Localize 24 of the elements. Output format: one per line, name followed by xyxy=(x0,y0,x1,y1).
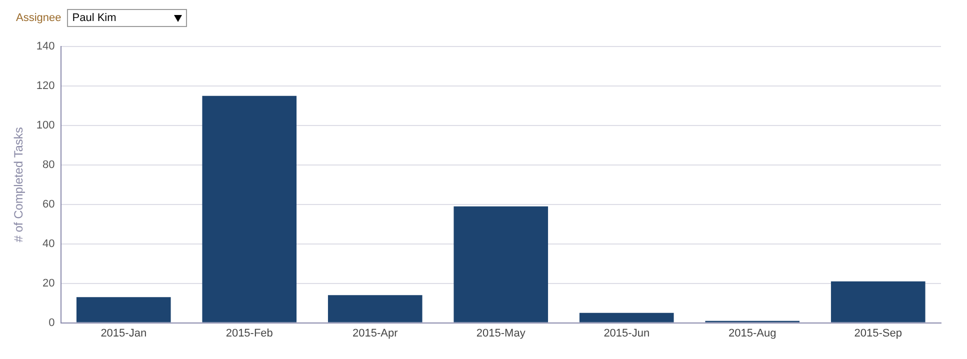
x-tick-label: 2015-Jun xyxy=(604,327,650,340)
y-tick-label: 0 xyxy=(48,316,55,329)
y-tick-label: 20 xyxy=(42,277,55,290)
y-tick-label: 140 xyxy=(36,40,55,53)
y-tick-label: 120 xyxy=(36,80,55,92)
x-tick-label: 2015-Feb xyxy=(226,327,273,340)
bar xyxy=(328,295,422,322)
bar xyxy=(579,312,674,322)
x-tick-label: 2015-Apr xyxy=(352,327,398,340)
bar xyxy=(830,281,926,322)
y-axis-title: # of Completed Tasks xyxy=(12,127,26,242)
dropdown-field: Paul Kim xyxy=(67,9,188,27)
x-tick-label: 2015-Aug xyxy=(728,327,776,340)
x-tick-label: 2015-May xyxy=(476,327,526,340)
y-tick-label: 80 xyxy=(42,159,55,172)
y-tick-label: 40 xyxy=(42,238,55,250)
bar xyxy=(454,206,548,322)
text: Assignee xyxy=(16,12,62,24)
y-tick-label: 60 xyxy=(42,198,55,210)
bar xyxy=(202,96,297,322)
bar xyxy=(76,297,171,322)
x-tick-label: 2015-Jan xyxy=(100,327,147,340)
y-tick-label: 100 xyxy=(36,120,55,132)
x-tick-label: 2015-Sep xyxy=(854,327,902,340)
